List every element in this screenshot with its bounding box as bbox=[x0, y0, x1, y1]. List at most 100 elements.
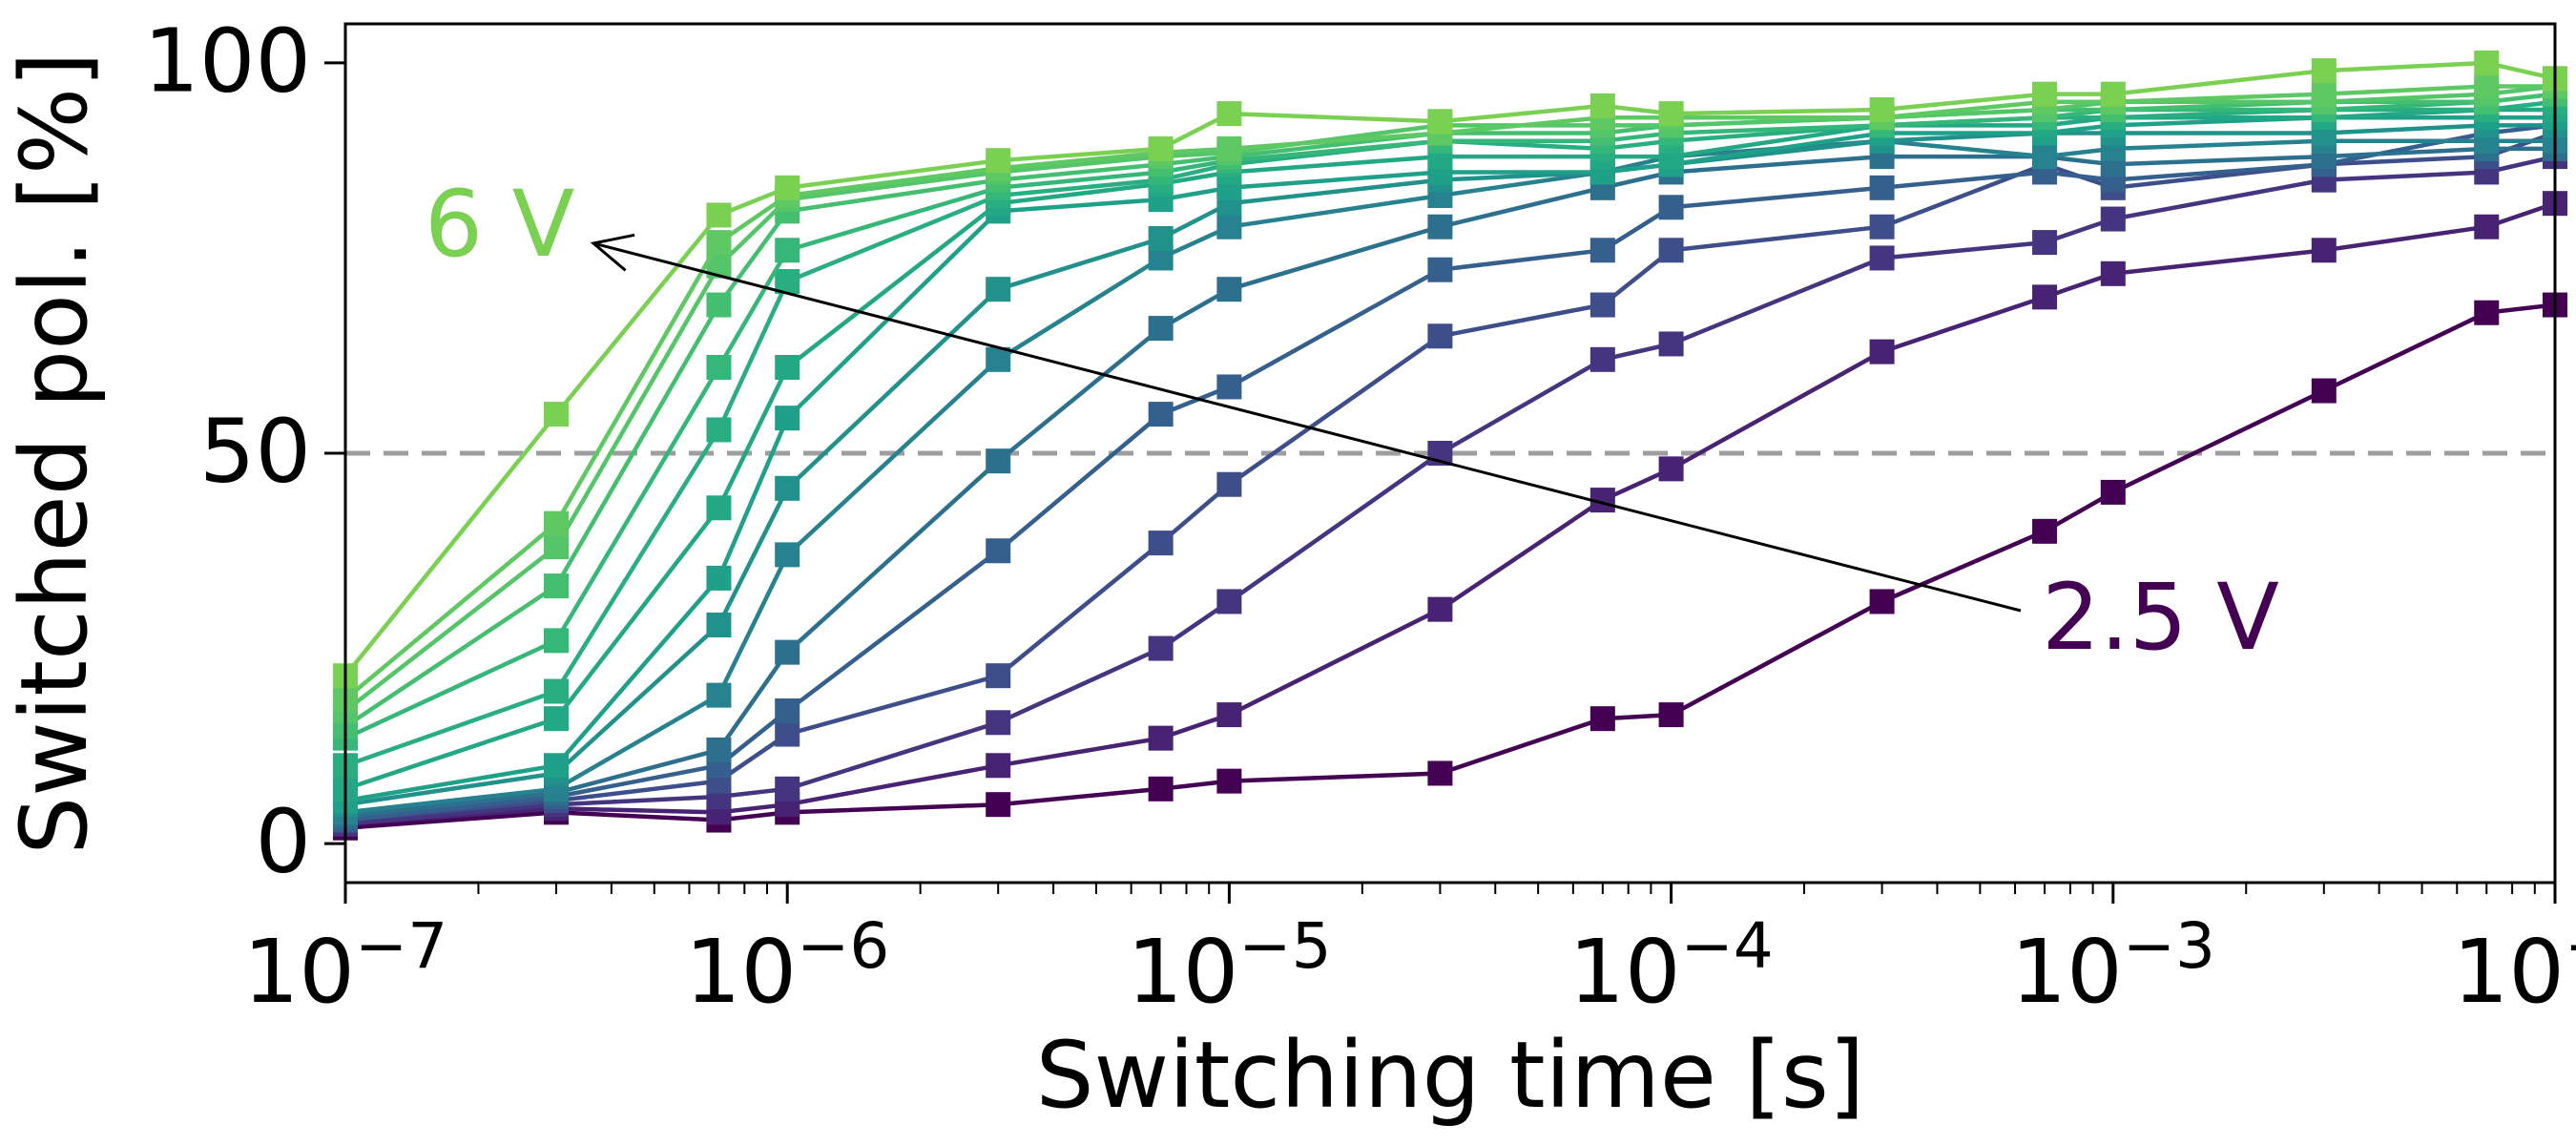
data-point bbox=[1658, 195, 1684, 220]
data-point bbox=[1427, 760, 1453, 786]
x-tick-base: 10 bbox=[2453, 921, 2565, 1023]
data-point bbox=[706, 355, 732, 380]
data-point bbox=[986, 538, 1011, 564]
y-tick-label: 50 bbox=[199, 400, 311, 502]
data-point bbox=[1589, 238, 1615, 263]
y-tick-label: 0 bbox=[255, 790, 311, 892]
data-point bbox=[2100, 260, 2126, 286]
x-tick-labels: 10−710−610−510−410−310−2 bbox=[243, 909, 2576, 1023]
data-point bbox=[1148, 135, 1174, 161]
data-point bbox=[2100, 206, 2126, 232]
series-line bbox=[344, 138, 2555, 815]
data-point bbox=[2474, 73, 2500, 99]
data-point bbox=[1216, 374, 1242, 400]
data-point bbox=[1148, 402, 1174, 427]
x-tick-exponent: −7 bbox=[355, 909, 447, 983]
data-point bbox=[986, 663, 1011, 689]
data-point bbox=[775, 698, 800, 723]
data-point bbox=[775, 639, 800, 665]
data-point bbox=[1148, 226, 1174, 251]
data-point bbox=[1869, 214, 1895, 239]
x-tick-exponent: −6 bbox=[797, 909, 889, 983]
x-tick-exponent: −4 bbox=[1680, 909, 1773, 983]
data-point bbox=[2032, 284, 2058, 310]
series-line bbox=[344, 154, 2556, 826]
data-point bbox=[1216, 214, 1242, 239]
arrow-shaft bbox=[592, 241, 2022, 613]
series-line bbox=[344, 201, 2556, 826]
data-point bbox=[706, 613, 732, 637]
x-tick-exponent: −5 bbox=[1238, 909, 1331, 983]
data-point bbox=[2032, 144, 2058, 170]
data-point bbox=[1869, 589, 1895, 614]
data-point bbox=[1589, 93, 1615, 118]
data-point bbox=[775, 355, 800, 380]
x-tick-base: 10 bbox=[2011, 921, 2123, 1023]
data-point bbox=[706, 737, 732, 762]
data-point bbox=[544, 678, 570, 704]
data-point bbox=[2032, 81, 2058, 107]
data-point bbox=[1216, 135, 1242, 161]
x-tick-label: 10−5 bbox=[1127, 909, 1331, 1023]
data-point bbox=[775, 238, 800, 263]
data-point bbox=[2032, 518, 2058, 544]
x-axis-title: Switching time [s] bbox=[1036, 1022, 1865, 1129]
data-point bbox=[2100, 479, 2126, 505]
data-point bbox=[1658, 238, 1684, 263]
data-point bbox=[1658, 331, 1684, 357]
data-point bbox=[1869, 175, 1895, 200]
series-line bbox=[343, 60, 2556, 677]
plot-frame bbox=[343, 22, 2557, 885]
x-tick-base: 10 bbox=[1568, 921, 1680, 1023]
data-point bbox=[986, 710, 1011, 736]
data-point bbox=[1216, 768, 1242, 794]
data-point bbox=[1216, 702, 1242, 728]
data-point bbox=[1427, 596, 1453, 622]
data-point bbox=[1148, 316, 1174, 342]
data-point bbox=[544, 706, 570, 732]
arrow-head bbox=[590, 233, 635, 272]
data-point bbox=[1216, 277, 1242, 302]
data-point bbox=[2474, 214, 2500, 239]
x-tick-label: 10−7 bbox=[243, 909, 447, 1023]
data-point bbox=[544, 510, 570, 536]
series-line bbox=[344, 99, 2556, 768]
data-point bbox=[775, 475, 800, 501]
annotation-low-voltage: 2.5 V bbox=[2042, 564, 2279, 671]
data-point bbox=[775, 542, 800, 568]
y-axis-title: Switched pol. [%] bbox=[1, 52, 108, 854]
data-point bbox=[544, 573, 570, 599]
series-line bbox=[344, 302, 2556, 830]
series-line bbox=[343, 92, 2556, 729]
data-point bbox=[1427, 109, 1453, 135]
data-point bbox=[775, 175, 800, 200]
data-point bbox=[2311, 378, 2337, 404]
x-tick-exponent: −2 bbox=[2565, 909, 2576, 983]
series-2-8V bbox=[333, 191, 2567, 837]
data-point bbox=[1869, 245, 1895, 271]
series-line bbox=[344, 114, 2555, 803]
data-point bbox=[2474, 300, 2500, 325]
data-point bbox=[706, 292, 732, 318]
data-point bbox=[2311, 238, 2337, 263]
data-point bbox=[2311, 81, 2337, 107]
data-point bbox=[1148, 776, 1174, 802]
y-tick-labels: 0 50 100 bbox=[143, 10, 311, 892]
data-point bbox=[1148, 635, 1174, 661]
data-point bbox=[986, 277, 1011, 302]
data-point bbox=[706, 230, 732, 256]
annotation-high-voltage: 6 V bbox=[425, 171, 574, 278]
data-point bbox=[2311, 58, 2337, 84]
data-point bbox=[1658, 101, 1684, 127]
data-point bbox=[706, 202, 732, 228]
data-point bbox=[775, 406, 800, 431]
data-point bbox=[1216, 101, 1242, 127]
x-tick-label: 10−3 bbox=[2011, 909, 2215, 1023]
x-tick-label: 10−4 bbox=[1568, 909, 1773, 1023]
data-point bbox=[1427, 323, 1453, 349]
data-point bbox=[1869, 339, 1895, 364]
data-point bbox=[1869, 97, 1895, 122]
series-line bbox=[344, 146, 2555, 819]
series-line bbox=[343, 84, 2555, 701]
